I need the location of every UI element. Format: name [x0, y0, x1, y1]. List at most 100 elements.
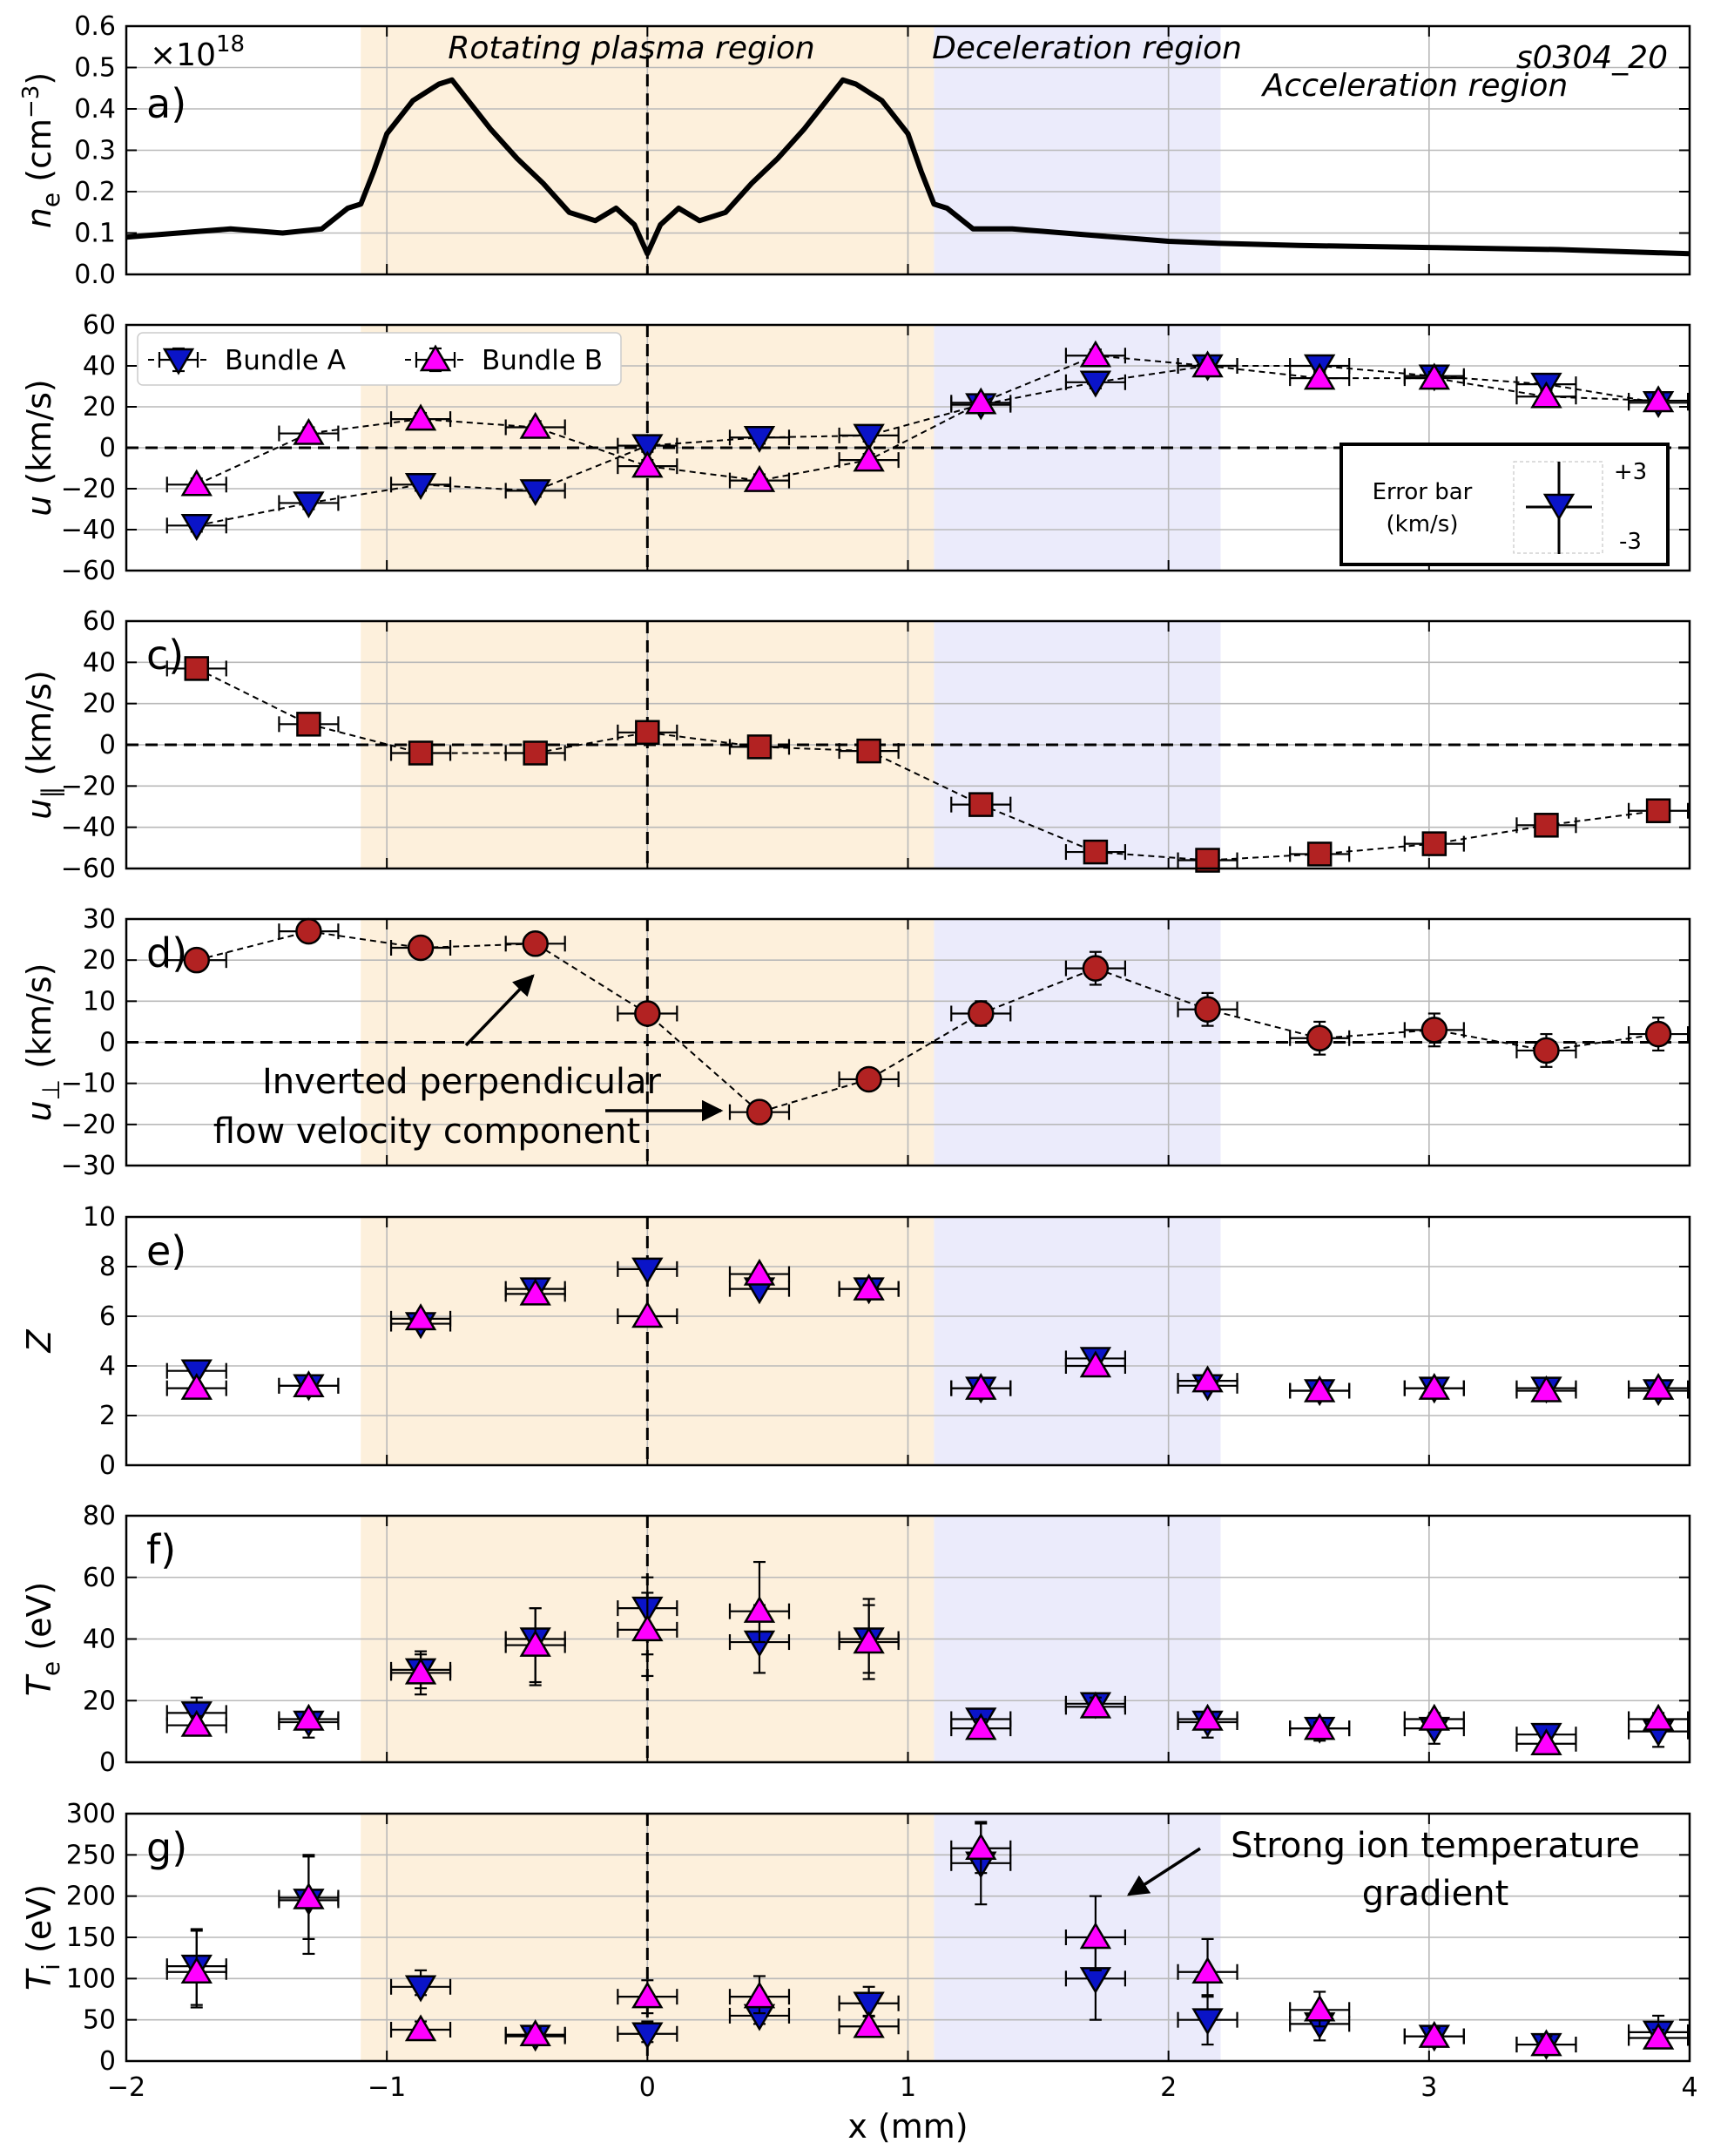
legend-label-a: Bundle A: [225, 345, 346, 376]
y-tick-label: 0: [99, 1028, 116, 1058]
panel-label: d): [146, 929, 187, 977]
series-point: [746, 734, 773, 760]
y-tick-label: 150: [66, 1923, 116, 1953]
annotation-line-1: Inverted perpendicular: [262, 1062, 662, 1102]
series-point: [296, 712, 321, 737]
bundle-b-point: [1418, 362, 1451, 390]
x-tick-label: 2: [1160, 2072, 1177, 2103]
y-tick-label: −20: [61, 1110, 116, 1140]
bundle-b-point: [519, 2019, 551, 2046]
bundle-b-point: [965, 1833, 997, 1861]
bundle-b-point: [1303, 362, 1336, 390]
series-point: [295, 917, 322, 945]
density-profile-line: [125, 77, 1690, 257]
y-tick-label: 100: [66, 1963, 116, 1994]
x-tick-label: 0: [639, 2072, 656, 2103]
bundle-b-point: [293, 1882, 325, 1909]
y-tick-label: 0.2: [74, 177, 116, 207]
bundle-b-point: [965, 1713, 997, 1740]
x-tick-label: −2: [107, 2072, 145, 2103]
y-tick-label: 0.5: [74, 53, 116, 84]
bundle-b-point: [180, 1372, 213, 1400]
legend-marker-b: [419, 344, 452, 372]
x-tick-label: −1: [368, 2072, 406, 2103]
panel-label: g): [146, 1824, 187, 1871]
bundle-b-point: [1642, 1703, 1675, 1731]
y-tick-label: 20: [83, 945, 116, 976]
bundle-b-point: [1530, 1728, 1562, 1756]
y-multiplier: ×1018: [150, 31, 245, 73]
legend-box: [137, 332, 622, 386]
annotation-line-2: flow velocity component: [213, 1112, 640, 1152]
y-tick-label: 60: [83, 1563, 116, 1593]
y-tick-label: −60: [61, 556, 116, 586]
bundle-b-point: [631, 450, 664, 478]
bundle-b-point: [404, 403, 437, 431]
region-label: Deceleration region: [932, 30, 1242, 66]
bundle-b-point: [404, 1303, 437, 1331]
y-tick-label: 200: [66, 1882, 116, 1912]
error-bar-frame: [1339, 443, 1670, 566]
bundle-b-point: [1530, 1375, 1562, 1402]
y-tick-label: 10: [83, 986, 116, 1017]
panel-label: e): [146, 1227, 186, 1274]
y-tick-label: 0.6: [74, 11, 116, 42]
panel-label: a): [146, 80, 186, 127]
bundle-a-point: [404, 1975, 437, 2003]
bundle-b-point: [965, 387, 997, 415]
error-bar-unit: (km/s): [1387, 511, 1459, 537]
y-tick-label: −40: [61, 515, 116, 545]
region-label: Rotating plasma region: [448, 30, 814, 66]
bundle-b-point: [180, 469, 213, 497]
annotation-arrow: [464, 974, 535, 1047]
series-point: [855, 1065, 882, 1093]
bundle-a-point: [631, 2022, 664, 2050]
y-tick-label: 20: [83, 1686, 116, 1716]
bundle-b-point: [853, 1626, 885, 1654]
bundle-b-connector: [196, 355, 1659, 486]
y-tick-label: 0.3: [74, 136, 116, 166]
y-tick-label: 250: [66, 1840, 116, 1870]
bundle-b-point: [631, 1981, 664, 2009]
bundle-b-point: [293, 417, 325, 445]
panel-a: 0.0 0.1 0.2 0.3 0.4 0.5 0.6 a) ne (cm−3) ×1018 Rot…: [18, 11, 1691, 290]
series-point: [746, 1098, 773, 1125]
bundle-a-point: [853, 423, 885, 451]
series-point: [184, 656, 210, 681]
bundle-b-point: [1642, 1372, 1675, 1400]
bundle-b-point: [631, 1614, 664, 1642]
y-tick-label: 0.4: [74, 94, 116, 125]
series-point: [1420, 1017, 1448, 1044]
y-tick-label: 10: [83, 1202, 116, 1233]
panel-b: −60−40−200204060b)u (km/s)Bundle ABundle…: [20, 310, 1691, 586]
bundle-b-point: [631, 1301, 664, 1328]
bundle-a-point: [1191, 2008, 1224, 2036]
y-tick-label: −40: [61, 813, 116, 843]
y-axis-label: u⊥ (km/s): [20, 963, 65, 1122]
series-point: [1306, 841, 1333, 867]
bundle-b-point: [180, 1957, 213, 1984]
bundle-a-point: [631, 434, 664, 462]
bundle-b-point: [743, 1981, 776, 2009]
panel-g: 0 50 100 150 200 250 300 g) Ti (eV) Strong ion te…: [20, 1799, 1698, 2146]
bundle-b-point: [1191, 1703, 1224, 1731]
x-axis-label: x (mm): [847, 2107, 968, 2146]
region-label: Acceleration region: [1261, 68, 1568, 104]
y-tick-label: 0: [99, 2046, 116, 2077]
series-point: [523, 740, 548, 766]
error-bar-title: Error bar: [1373, 479, 1473, 505]
bundle-b-point: [1418, 1372, 1451, 1400]
series-point: [183, 946, 211, 974]
bundle-b-point: [1303, 1375, 1336, 1402]
bundle-b-point: [1303, 1994, 1336, 2022]
series-point: [1194, 996, 1221, 1024]
y-tick-label: 40: [83, 1625, 116, 1655]
panel-e: 0 2 4 6 8 10 e) Z: [20, 1202, 1691, 1481]
y-axis-label: Ti (eV): [20, 1884, 65, 1990]
bundle-b-point: [180, 1709, 213, 1737]
bundle-b-point: [293, 1370, 325, 1398]
series-point: [1645, 798, 1671, 823]
series-point: [1534, 813, 1559, 838]
y-tick-label: 0: [99, 1747, 116, 1778]
x-tick-label: 1: [900, 2072, 916, 2103]
